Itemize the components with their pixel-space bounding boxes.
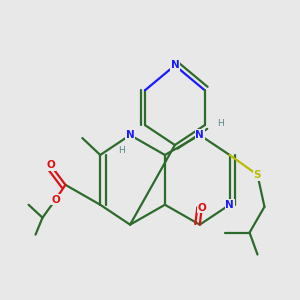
Text: O: O [197, 203, 206, 213]
Text: H: H [118, 146, 124, 154]
Text: N: N [195, 130, 204, 140]
Text: H: H [217, 118, 224, 127]
Text: S: S [254, 170, 261, 180]
Text: N: N [126, 130, 134, 140]
Text: N: N [225, 200, 234, 210]
Text: O: O [51, 195, 60, 205]
Text: O: O [46, 160, 55, 170]
Text: N: N [170, 60, 179, 70]
